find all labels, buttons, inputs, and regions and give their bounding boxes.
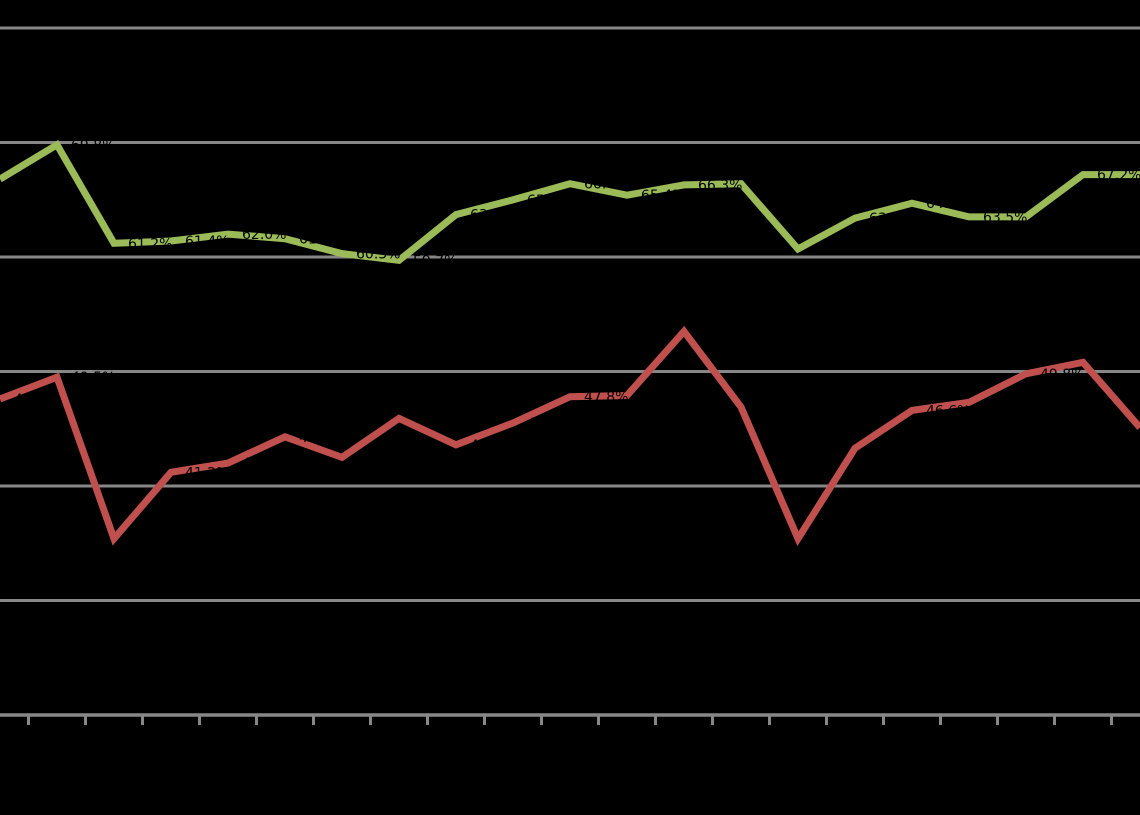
green-series-data-label: 63.7% [470, 208, 514, 224]
green-series-data-label: 62.0% [242, 227, 286, 243]
red-series-data-label: 50.8% [1097, 355, 1140, 371]
red-series-data-label: 35.4% [812, 532, 856, 548]
red-series-data-label: 46.9% [755, 400, 799, 416]
green-series-data-label: 61.2% [128, 236, 172, 252]
red-series-data-label: 46.6% [926, 403, 970, 419]
green-series-data-label: 63.5% [983, 210, 1027, 226]
red-series-data-label: 45.5% [527, 416, 571, 432]
green-series-data-label: 67.2% [1097, 168, 1140, 184]
green-series-data-label: 66.4% [755, 177, 799, 193]
red-series-line [0, 325, 1140, 547]
green-series-line [0, 139, 1140, 265]
green-series-data-label: 64.7% [926, 196, 970, 212]
red-series-data-label: 44.3% [299, 430, 343, 446]
red-series-data-label: 49.5% [71, 370, 115, 386]
green-series-data-label: 63.4% [869, 211, 913, 227]
red-series-data-label: 42.5% [356, 450, 400, 466]
green-series-data-label: 61.6% [299, 232, 343, 248]
green-series-data-label: 66.4% [584, 177, 628, 193]
red-series-data-label: 49.8% [1040, 367, 1084, 383]
green-series-data-label: 60.3% [356, 247, 400, 263]
red-series-data-label: 43.6% [470, 438, 514, 454]
green-series-data-label: 63.5% [1040, 210, 1084, 226]
red-series-data-label: 35.4% [128, 532, 172, 548]
red-series-data-label: 47.9% [641, 389, 685, 405]
green-series-data-label: 69.8% [71, 138, 115, 154]
green-series-data-label: 61.4% [185, 234, 229, 250]
red-series-data-label: 45.9% [413, 411, 457, 427]
red-series-data-label: 41.2% [185, 465, 229, 481]
green-series-data-label: 65.4% [641, 188, 685, 204]
red-series-data-label: 43.3% [869, 441, 913, 457]
red-series-data-label: 47.8% [584, 390, 628, 406]
red-series-data-label: 47.6% [14, 392, 58, 408]
red-series-data-label: 53.5% [698, 324, 742, 340]
green-series-data-label: 59.7% [413, 253, 457, 269]
red-series-data-label: 47.3% [983, 395, 1027, 411]
red-series-data-label: 42.0% [242, 456, 286, 472]
green-series-data-label: 60.7% [812, 242, 856, 258]
green-series-data-label: 66.8% [14, 172, 58, 188]
green-series-data-label: 65.0% [527, 193, 571, 209]
green-series-data-label: 66.3% [698, 178, 742, 194]
